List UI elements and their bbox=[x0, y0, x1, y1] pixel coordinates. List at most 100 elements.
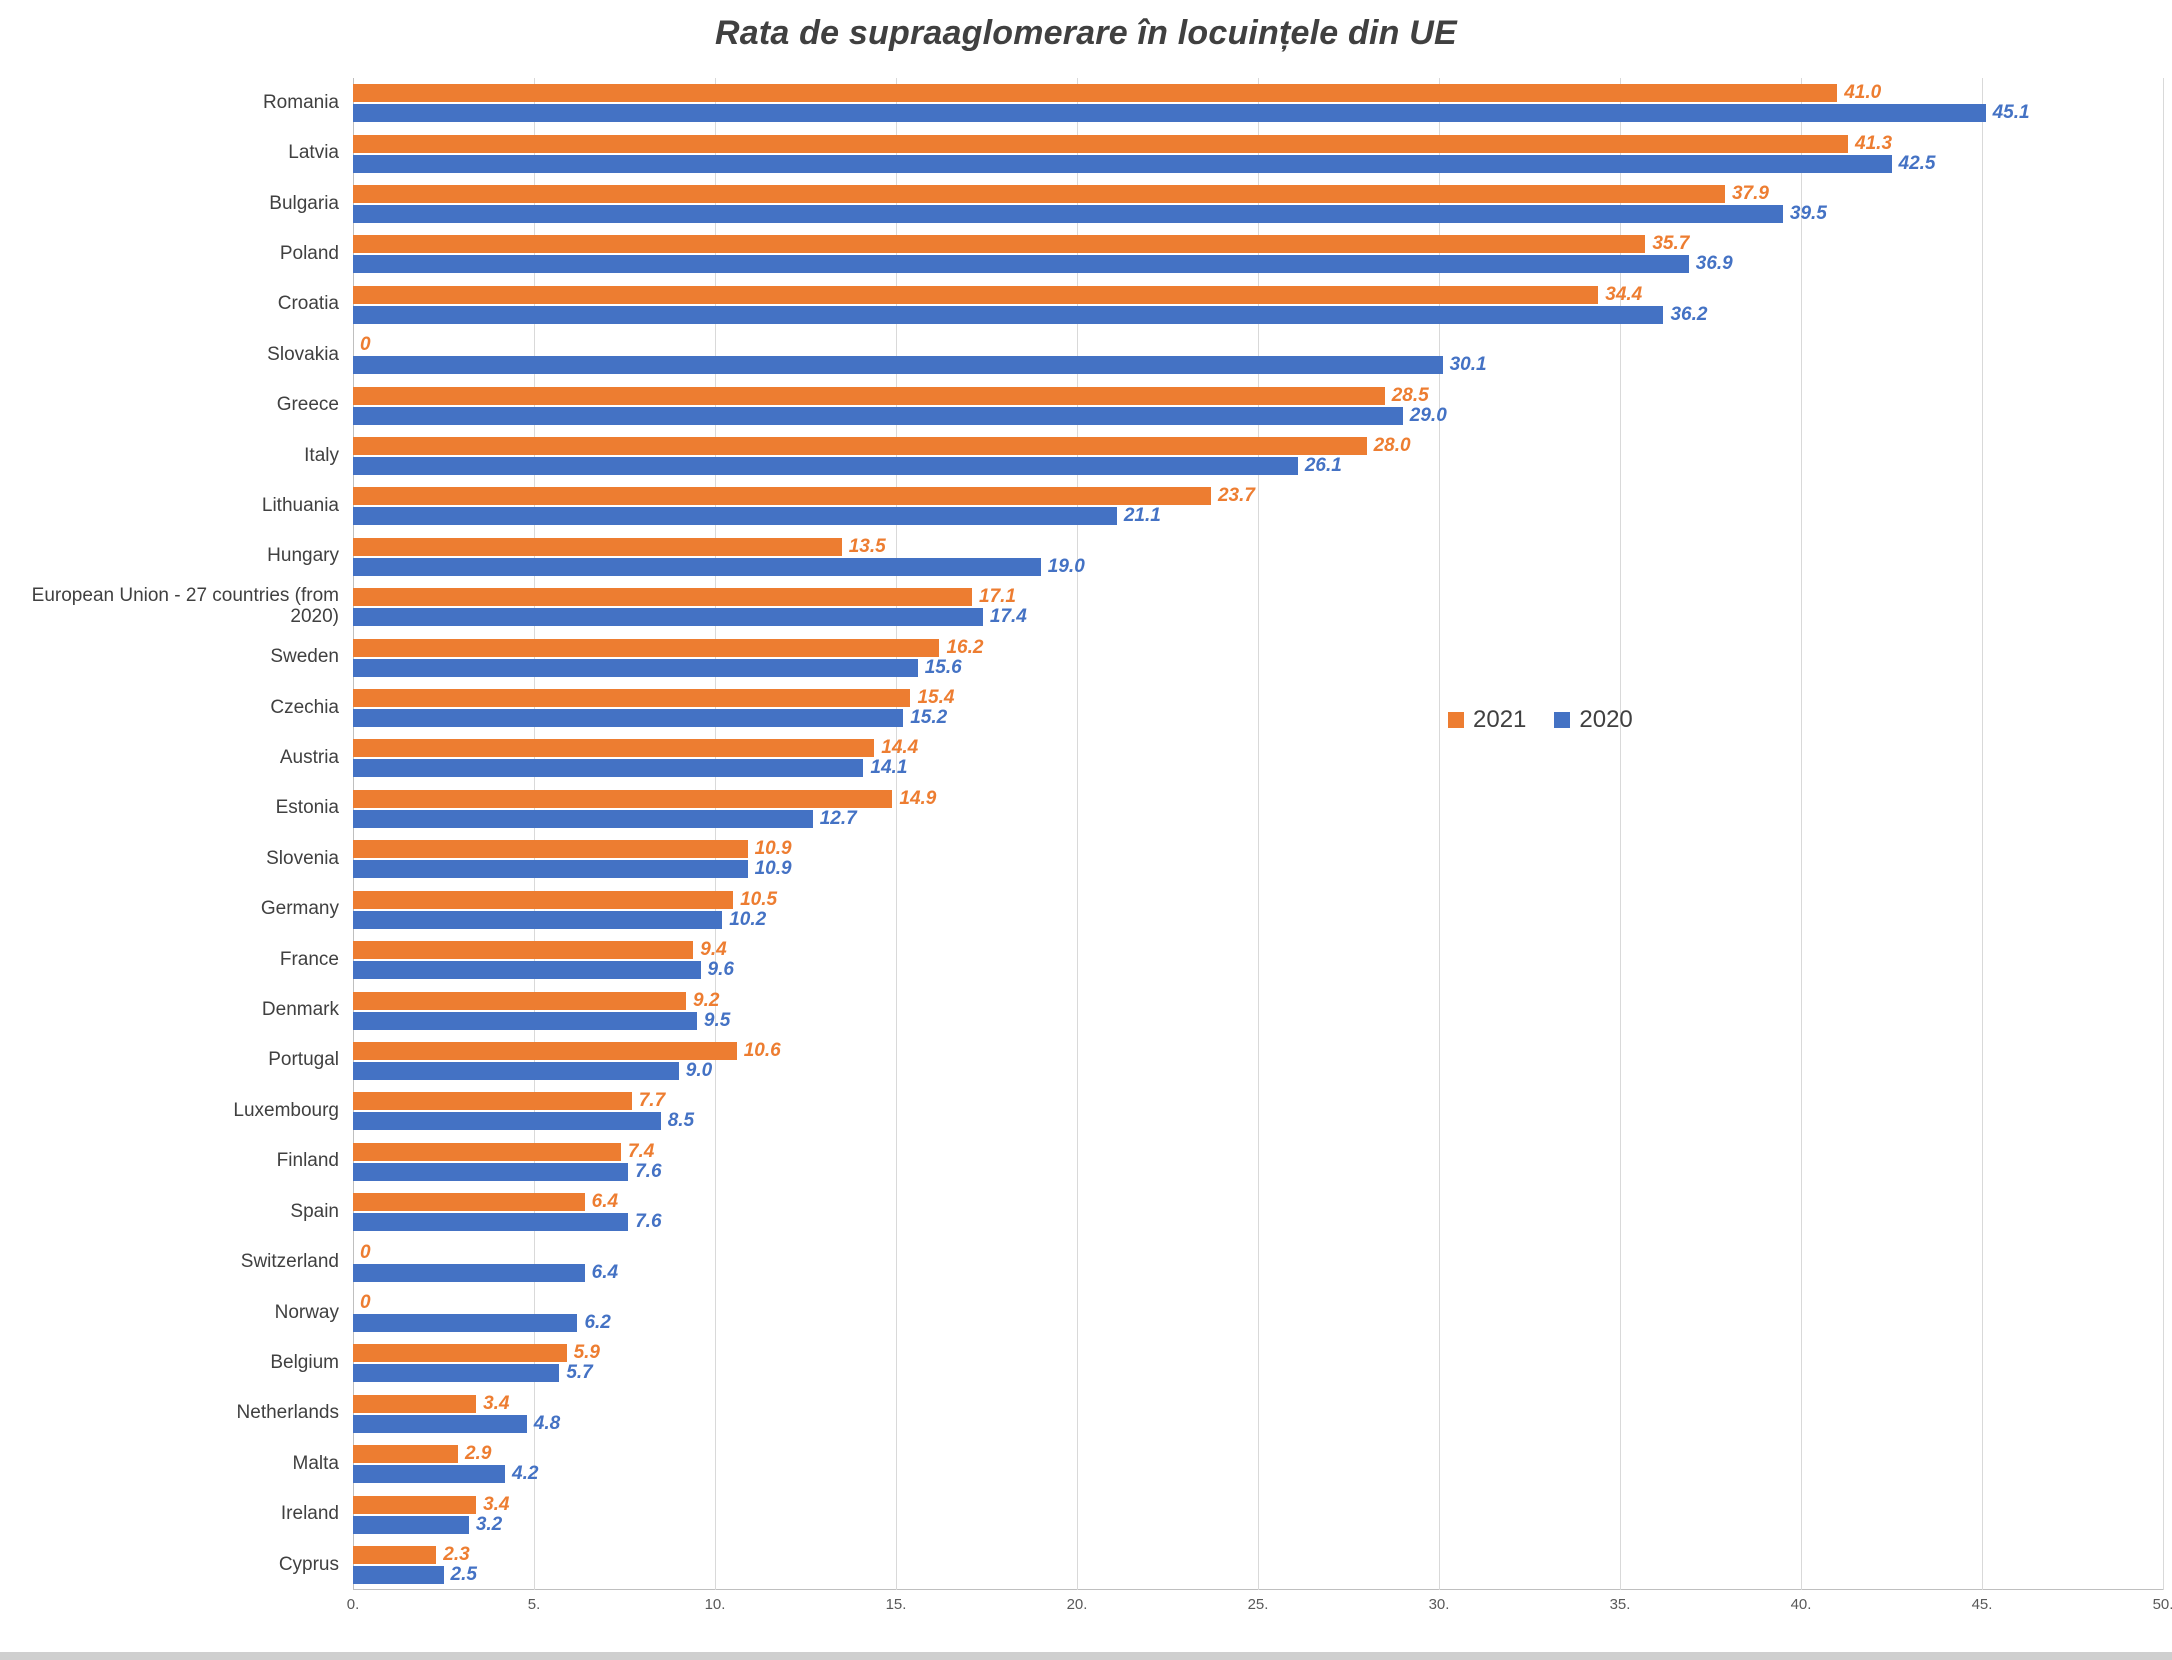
value-label-2021: 37.9 bbox=[1731, 183, 1769, 205]
bar-group: 41.0 45.1 bbox=[353, 78, 2163, 128]
bar-group: 2.3 2.5 bbox=[353, 1540, 2163, 1590]
category-label: Hungary bbox=[267, 545, 339, 567]
category-label: Croatia bbox=[277, 293, 339, 315]
category-label: Romania bbox=[262, 91, 339, 113]
bar-2020: 12.7 bbox=[353, 808, 857, 829]
value-label-2021: 0 bbox=[360, 334, 371, 356]
chart-row: Sweden 16.2 15.6 bbox=[0, 632, 2172, 682]
legend-label-2020: 2020 bbox=[1579, 706, 1633, 733]
value-label-2021: 10.6 bbox=[743, 1039, 781, 1061]
value-label-2020: 8.5 bbox=[667, 1110, 695, 1132]
bottom-strip bbox=[0, 1652, 2172, 1660]
chart-row: Greece 28.5 29.0 bbox=[0, 380, 2172, 430]
x-tick-label: 35. bbox=[1609, 1596, 1631, 1613]
bar-group: 3.4 4.8 bbox=[353, 1389, 2163, 1439]
chart-row: Estonia 14.9 12.7 bbox=[0, 784, 2172, 834]
value-label-2020: 2.5 bbox=[450, 1563, 477, 1585]
chart-row: Croatia 34.4 36.2 bbox=[0, 280, 2172, 330]
value-label-2021: 2.9 bbox=[464, 1443, 492, 1465]
value-label-2020: 12.7 bbox=[819, 807, 857, 829]
chart-row: Lithuania 23.7 21.1 bbox=[0, 481, 2172, 531]
bar-2021: 10.9 bbox=[353, 838, 792, 859]
gridline bbox=[896, 78, 897, 1590]
bar-2021: 23.7 bbox=[353, 485, 1255, 506]
value-label-2020: 9.6 bbox=[707, 959, 734, 981]
chart-row: Slovakia 0 30.1 bbox=[0, 330, 2172, 380]
bar-2021: 28.0 bbox=[353, 435, 1411, 456]
bar-2021: 10.6 bbox=[353, 1040, 781, 1061]
bar-2020: 6.2 bbox=[353, 1312, 611, 1333]
value-label-2020: 19.0 bbox=[1047, 555, 1085, 577]
bar-2020: 15.2 bbox=[353, 707, 947, 728]
value-label-2021: 13.5 bbox=[848, 535, 886, 557]
chart-row: Czechia 15.4 15.2 bbox=[0, 683, 2172, 733]
gridline bbox=[1620, 78, 1621, 1590]
category-label: France bbox=[279, 948, 339, 970]
value-label-2021: 34.4 bbox=[1605, 283, 1643, 305]
bar-group: 14.4 14.1 bbox=[353, 733, 2163, 783]
bar-2021: 14.4 bbox=[353, 737, 918, 758]
bar-group: 3.4 3.2 bbox=[353, 1489, 2163, 1539]
x-tick-label: 25. bbox=[1247, 1596, 1269, 1613]
bar-2020: 36.2 bbox=[353, 304, 1707, 325]
gridline bbox=[353, 78, 354, 1590]
chart-row: Luxembourg 7.7 8.5 bbox=[0, 1086, 2172, 1136]
value-label-2020: 3.2 bbox=[475, 1513, 503, 1535]
bar-2020: 21.1 bbox=[353, 505, 1161, 526]
chart-row: Germany 10.5 10.2 bbox=[0, 885, 2172, 935]
bar-2021: 9.4 bbox=[353, 939, 727, 960]
value-label-2021: 9.4 bbox=[700, 939, 727, 961]
chart-row: Italy 28.0 26.1 bbox=[0, 431, 2172, 481]
category-label: Latvia bbox=[288, 142, 339, 164]
value-label-2020: 4.2 bbox=[512, 1463, 539, 1485]
value-label-2020: 9.0 bbox=[685, 1059, 713, 1081]
value-label-2021: 6.4 bbox=[591, 1191, 619, 1213]
category-label: Malta bbox=[292, 1452, 339, 1474]
legend-swatch-2020-icon bbox=[1554, 712, 1571, 728]
category-label: Slovakia bbox=[267, 343, 339, 365]
value-label-2020: 7.6 bbox=[635, 1211, 662, 1233]
bar-2020: 45.1 bbox=[353, 102, 2030, 123]
value-label-2020: 26.1 bbox=[1304, 455, 1342, 477]
value-label-2021: 15.4 bbox=[917, 687, 955, 709]
gridline bbox=[2163, 78, 2164, 1590]
gridline bbox=[1439, 78, 1440, 1590]
bar-2020: 8.5 bbox=[353, 1110, 694, 1131]
value-label-2020: 45.1 bbox=[1992, 102, 2030, 124]
bar-2021: 16.2 bbox=[353, 637, 983, 658]
chart-row: Belgium 5.9 5.7 bbox=[0, 1338, 2172, 1388]
value-label-2020: 29.0 bbox=[1409, 404, 1447, 426]
bar-group: 28.5 29.0 bbox=[353, 380, 2163, 430]
bar-2021: 17.1 bbox=[353, 586, 1016, 607]
value-label-2020: 9.5 bbox=[703, 1009, 731, 1031]
value-label-2020: 4.8 bbox=[533, 1412, 561, 1434]
chart-row: European Union - 27 countries (from 2020… bbox=[0, 582, 2172, 632]
bar-2020: 10.2 bbox=[353, 909, 766, 930]
gridline bbox=[1077, 78, 1078, 1590]
bar-2021: 14.9 bbox=[353, 788, 936, 809]
chart-row: Denmark 9.2 9.5 bbox=[0, 985, 2172, 1035]
value-label-2021: 3.4 bbox=[483, 1493, 510, 1515]
bar-group: 14.9 12.7 bbox=[353, 784, 2163, 834]
bar-group: 6.4 7.6 bbox=[353, 1187, 2163, 1237]
value-label-2021: 35.7 bbox=[1652, 233, 1690, 255]
legend-swatch-2021-icon bbox=[1448, 712, 1464, 728]
category-label: Ireland bbox=[280, 1503, 339, 1525]
bar-2021: 3.4 bbox=[353, 1494, 510, 1515]
bar-2021: 2.9 bbox=[353, 1443, 491, 1464]
bar-group: 16.2 15.6 bbox=[353, 632, 2163, 682]
value-label-2021: 9.2 bbox=[693, 989, 720, 1011]
bar-2021: 28.5 bbox=[353, 385, 1429, 406]
category-label: Sweden bbox=[270, 646, 339, 668]
chart-row: Portugal 10.6 9.0 bbox=[0, 1036, 2172, 1086]
bar-2021: 2.3 bbox=[353, 1544, 470, 1565]
value-label-2021: 14.9 bbox=[899, 787, 937, 809]
bar-2021: 3.4 bbox=[353, 1393, 510, 1414]
bar-2021: 6.4 bbox=[353, 1191, 618, 1212]
bar-group: 9.4 9.6 bbox=[353, 935, 2163, 985]
x-tick-label: 15. bbox=[885, 1596, 907, 1613]
x-tick-label: 30. bbox=[1428, 1596, 1450, 1613]
value-label-2020: 6.4 bbox=[591, 1261, 619, 1283]
x-tick-label: 40. bbox=[1790, 1596, 1812, 1613]
category-label: Netherlands bbox=[236, 1402, 339, 1424]
